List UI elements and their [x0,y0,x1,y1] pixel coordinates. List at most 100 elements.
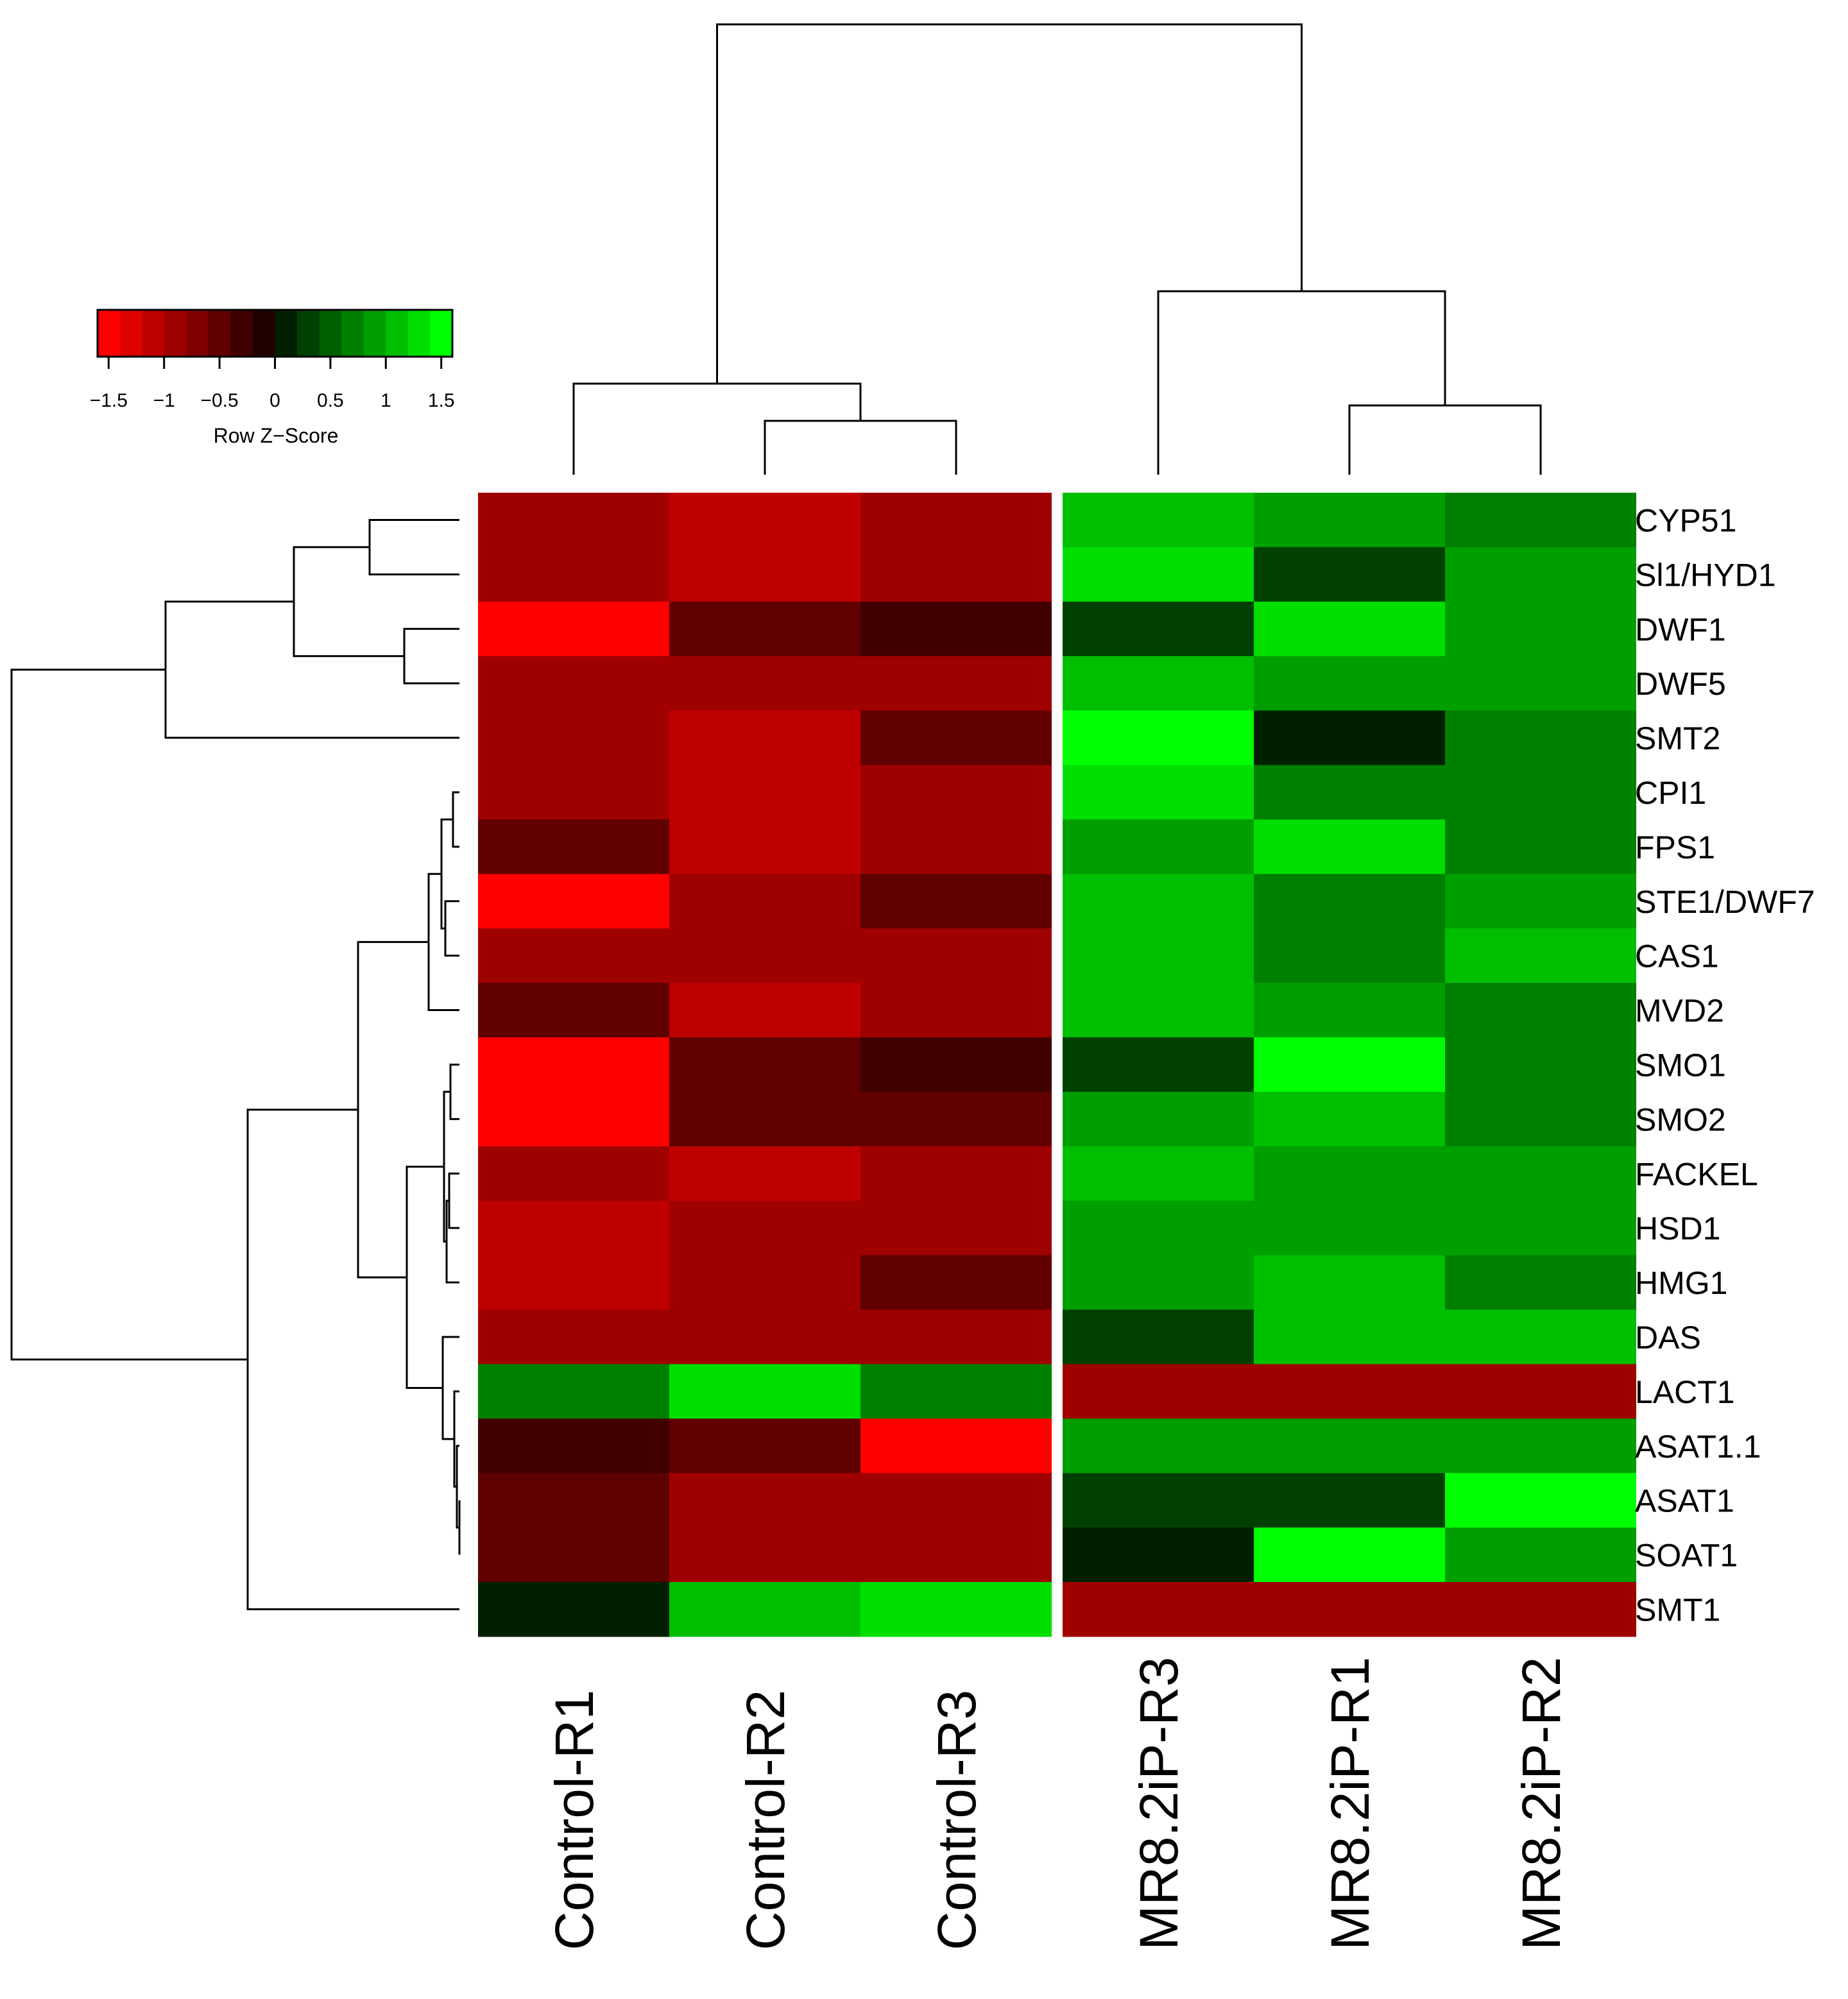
cell-sl1-hyd1-control-r2 [669,547,860,602]
row-label-ste1-dwf7: STE1/DWF7 [1635,884,1815,920]
cell-lact1-control-r3 [860,1364,1052,1419]
row-label-cas1: CAS1 [1635,939,1719,974]
cell-sl1-hyd1-control-r1 [478,547,669,602]
cell-lact1-mr8-2ip-r2 [1445,1364,1636,1419]
cell-ste1-dwf7-mr8-2ip-r2 [1445,874,1636,929]
color-key-swatch [98,310,121,357]
cell-smo2-mr8-2ip-r1 [1254,1091,1445,1147]
cell-mvd2-mr8-2ip-r2 [1445,983,1636,1038]
row-label-cpi1: CPI1 [1635,775,1706,811]
row-label-dwf1: DWF1 [1635,611,1726,647]
cell-dwf1-control-r2 [669,601,860,657]
cell-lact1-mr8-2ip-r1 [1254,1364,1445,1419]
color-key-swatch [230,310,253,357]
cell-smt2-control-r3 [860,710,1052,766]
cell-soat1-mr8-2ip-r3 [1063,1527,1254,1583]
color-key-ticks: −1.5 −1 −0.5 0 0.5 1 1.5 [90,357,455,411]
cell-das-control-r3 [860,1309,1052,1365]
cell-das-control-r1 [478,1309,669,1365]
column-label-mr8-2ip-r1: MR8.2iP-R1 [1320,1657,1380,1950]
cell-das-control-r2 [669,1309,860,1365]
color-key-swatches [98,310,453,357]
row-label-soat1: SOAT1 [1635,1538,1738,1574]
color-key-swatch [386,310,409,357]
cell-lact1-control-r2 [669,1364,860,1419]
color-key-swatch [430,310,453,357]
cell-smo1-mr8-2ip-r1 [1254,1037,1445,1093]
dendrogram-branch [10,668,248,1361]
column-labels: Control-R1 Control-R2 Control-R3 MR8.2iP-R3… [544,1657,1571,1950]
column-label-mr8-2ip-r3: MR8.2iP-R3 [1129,1657,1189,1950]
cell-smo1-control-r2 [669,1037,860,1093]
color-key-tick-label: 1 [381,390,391,411]
cell-cyp51-mr8-2ip-r2 [1445,493,1636,548]
cell-fackel-control-r2 [669,1146,860,1202]
row-label-lact1: LACT1 [1635,1374,1735,1410]
row-label-mvd2: MVD2 [1635,993,1724,1029]
cell-hsd1-control-r1 [478,1200,669,1256]
column-label-control-r2: Control-R2 [735,1690,796,1950]
color-key-tick-label: −1 [153,390,175,411]
column-label-control-r3: Control-R3 [927,1690,987,1950]
cell-ste1-dwf7-control-r2 [669,874,860,929]
cell-cas1-control-r1 [478,928,669,983]
cell-smt2-mr8-2ip-r3 [1063,710,1254,766]
cell-dwf5-mr8-2ip-r1 [1254,656,1445,711]
row-label-smo1: SMO1 [1635,1048,1726,1084]
cell-sl1-hyd1-mr8-2ip-r1 [1254,547,1445,602]
cell-cpi1-mr8-2ip-r2 [1445,765,1636,820]
color-key-swatch [142,310,165,357]
cell-smo1-control-r3 [860,1037,1052,1093]
color-key-tick-label: 0 [270,390,280,411]
color-key-swatch [363,310,386,357]
color-key-tick-label: −0.5 [200,390,238,411]
cell-cpi1-mr8-2ip-r3 [1063,765,1254,820]
cell-cyp51-mr8-2ip-r3 [1063,493,1254,548]
column-dendrogram [572,23,1542,475]
column-label-mr8-2ip-r2: MR8.2iP-R2 [1511,1657,1571,1950]
cell-hmg1-control-r2 [669,1255,860,1311]
cell-asat1-1-control-r2 [669,1418,860,1474]
cell-dwf1-control-r3 [860,601,1052,657]
cell-smo1-mr8-2ip-r3 [1063,1037,1254,1093]
color-key-swatch [407,310,431,357]
cell-asat1-1-mr8-2ip-r2 [1445,1418,1636,1474]
cell-cyp51-mr8-2ip-r1 [1254,493,1445,548]
color-key-swatch [252,310,275,357]
cell-dwf5-mr8-2ip-r3 [1063,656,1254,711]
cell-lact1-mr8-2ip-r3 [1063,1364,1254,1419]
heatmap-cells [478,493,1636,1637]
cell-das-mr8-2ip-r3 [1063,1309,1254,1365]
cell-smt2-mr8-2ip-r1 [1254,710,1445,766]
cell-hmg1-mr8-2ip-r1 [1254,1255,1445,1311]
cell-smt1-mr8-2ip-r2 [1445,1582,1636,1637]
cell-dwf1-mr8-2ip-r3 [1063,601,1254,657]
cell-fps1-mr8-2ip-r3 [1063,819,1254,874]
row-labels: CYP51 Sl1/HYD1 DWF1 DWF5 SMT2 CPI1 FPS1 STE1/DW… [1635,503,1815,1628]
cell-cpi1-control-r2 [669,765,860,820]
cell-cyp51-control-r2 [669,493,860,548]
color-key-tick-label: 0.5 [317,390,344,411]
cell-soat1-control-r3 [860,1527,1052,1583]
cell-cpi1-mr8-2ip-r1 [1254,765,1445,820]
cell-hsd1-control-r3 [860,1200,1052,1256]
cell-smt2-mr8-2ip-r2 [1445,710,1636,766]
cell-soat1-mr8-2ip-r1 [1254,1527,1445,1583]
cell-smo2-mr8-2ip-r3 [1063,1091,1254,1147]
cell-hmg1-mr8-2ip-r2 [1445,1255,1636,1311]
cell-hsd1-mr8-2ip-r2 [1445,1200,1636,1256]
dendrogram-branch [716,23,1303,384]
cell-dwf1-control-r1 [478,601,669,657]
row-label-smt1: SMT1 [1635,1592,1720,1628]
cell-smt1-control-r3 [860,1582,1052,1637]
cell-ste1-dwf7-mr8-2ip-r1 [1254,874,1445,929]
cell-mvd2-control-r3 [860,983,1052,1038]
row-label-hmg1: HMG1 [1635,1265,1727,1301]
cell-mvd2-mr8-2ip-r1 [1254,983,1445,1038]
color-key-swatch [319,310,342,357]
cell-smo2-control-r1 [478,1091,669,1147]
cell-cas1-mr8-2ip-r3 [1063,928,1254,983]
cell-smt1-control-r1 [478,1582,669,1637]
cell-hsd1-mr8-2ip-r1 [1254,1200,1445,1256]
